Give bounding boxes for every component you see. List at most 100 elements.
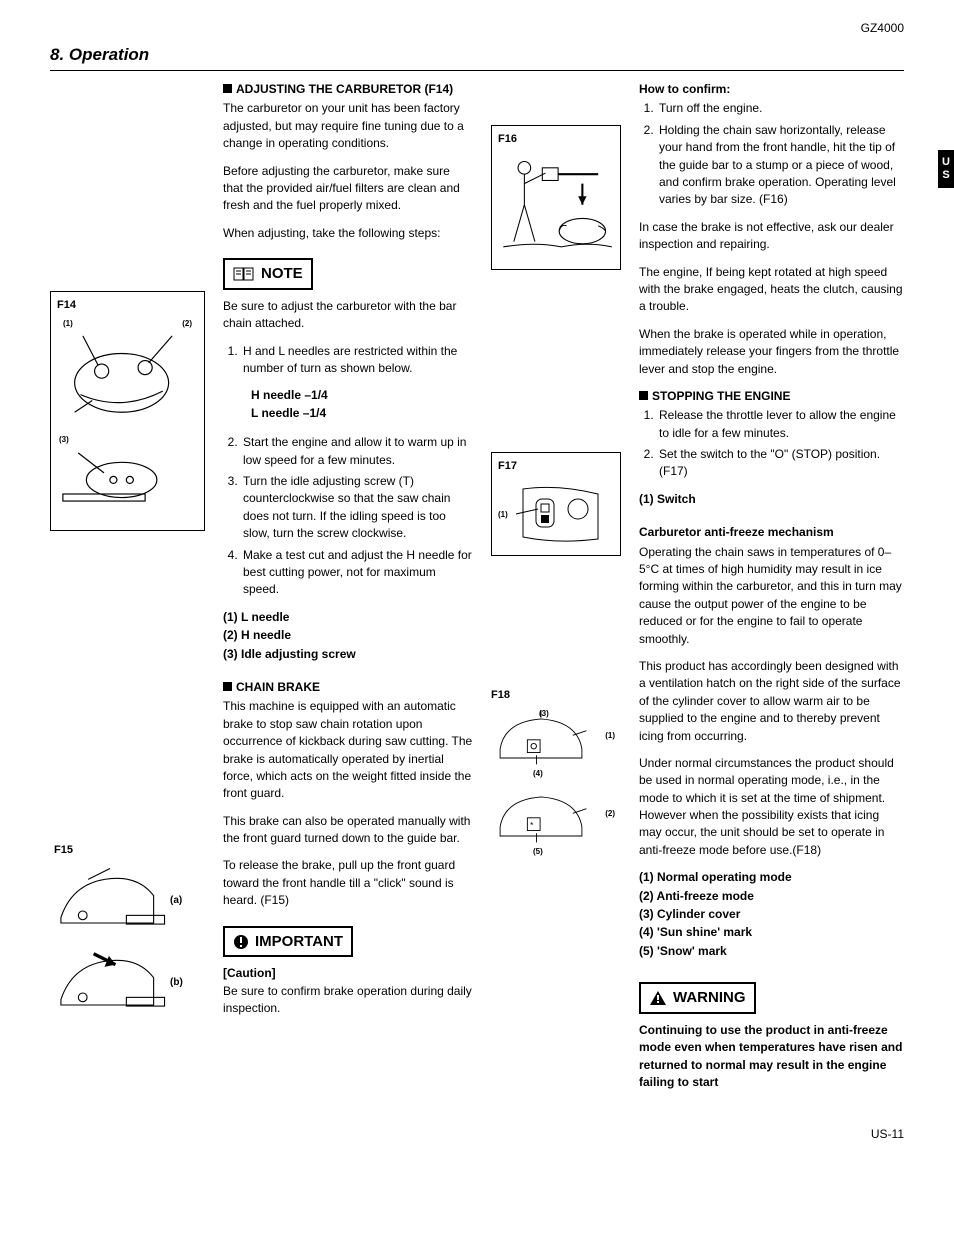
warning-text: Continuing to use the product in anti-fr… [639,1022,904,1092]
important-callout: IMPORTANT [223,926,353,958]
confirm-step-1: Turn off the engine. [657,100,904,117]
confirm-heading: How to confirm: [639,81,904,98]
warning-icon [649,990,667,1006]
anti-heading: Carburetor anti-freeze mechanism [639,524,904,541]
anti-legend-3: (3) Cylinder cover [639,906,904,923]
brake-p3: To release the brake, pull up the front … [223,857,473,909]
stop-heading: STOPPING THE ENGINE [639,388,904,405]
f18-annot-1: (1) [605,730,615,742]
f14-annot-3: (3) [59,435,69,444]
carb-p2: Before adjusting the carburetor, make su… [223,163,473,215]
figure-f15-label: F15 [50,843,205,859]
side-tab-bottom: S [942,169,950,182]
l-needle-spec: L needle –1/4 [251,405,473,422]
side-tab: U S [938,150,954,188]
carb-step-4: Make a test cut and adjust the H needle … [241,547,473,599]
left-figure-column: F14 (1) (2) (3) [50,81,205,1102]
f16-diagram-icon [498,152,614,257]
center-figure-column: F16 F17 (1) [491,81,621,1102]
carb-step-3: Turn the idle adjusting screw (T) counte… [241,473,473,543]
figure-f17-label: F17 [498,459,614,475]
f14-annot-1: (1) [63,318,73,330]
figure-f18-label: F18 [491,688,621,704]
confirm-p1: In case the brake is not effective, ask … [639,219,904,254]
anti-p1: Operating the chain saws in temperatures… [639,544,904,648]
confirm-p3: When the brake is operated while in oper… [639,326,904,378]
carb-step-2: Start the engine and allow it to warm up… [241,434,473,469]
caution-text: Be sure to confirm brake operation durin… [223,984,472,1015]
f18-annot-5: (5) [533,846,543,858]
carb-legend-1: (1) L needle [223,609,473,626]
note-label: NOTE [261,263,303,285]
figure-f15: F15 (a) (b) [50,843,205,1022]
stop-heading-text: STOPPING THE ENGINE [652,389,790,403]
important-icon [233,934,249,950]
right-text-column: How to confirm: Turn off the engine. Hol… [639,81,904,1102]
needle-spec: H needle –1/4 L needle –1/4 [251,387,473,422]
carb-p1: The carburetor on your unit has been fac… [223,100,473,152]
f15-diagram-b-icon [50,945,170,1021]
figure-f18: F18 (3) (1) (4) * [491,688,621,855]
section-title: 8. Operation [50,43,904,71]
figure-f14: F14 (1) (2) (3) [50,291,205,531]
brake-p2: This brake can also be operated manually… [223,813,473,848]
f18-annot-4: (4) [533,768,543,780]
figure-f17: F17 (1) [491,452,621,556]
anti-legend-4: (4) 'Sun shine' mark [639,924,904,941]
stop-legend-1: (1) Switch [639,491,904,508]
warning-callout: WARNING [639,982,756,1014]
stop-steps: Release the throttle lever to allow the … [639,407,904,481]
carb-steps: H and L needles are restricted within th… [223,343,473,378]
caution-head: [Caution] [223,966,276,980]
middle-text-column: ADJUSTING THE CARBURETOR (F14) The carbu… [223,81,473,1102]
figure-f16-label: F16 [498,132,614,148]
carb-step-1: H and L needles are restricted within th… [241,343,473,378]
brake-p1: This machine is equipped with an automat… [223,698,473,802]
f17-annot-1: (1) [498,479,508,549]
stop-step-2: Set the switch to the "O" (STOP) positio… [657,446,904,481]
carb-p3: When adjusting, take the following steps… [223,225,473,242]
confirm-p2: The engine, If being kept rotated at hig… [639,264,904,316]
anti-legend: (1) Normal operating mode (2) Anti-freez… [639,869,904,960]
f14-annot-2: (2) [182,318,192,330]
stop-legend: (1) Switch [639,491,904,508]
note-callout: NOTE [223,258,313,290]
f15-annot-b: (b) [170,976,183,991]
carb-legend: (1) L needle (2) H needle (3) Idle adjus… [223,609,473,663]
f17-diagram-icon [508,479,608,549]
important-label: IMPORTANT [255,931,343,953]
f14-diagram-icon [57,330,198,424]
confirm-step-2: Holding the chain saw horizontally, rele… [657,122,904,209]
confirm-steps: Turn off the engine. Holding the chain s… [639,100,904,208]
carb-steps-cont: Start the engine and allow it to warm up… [223,434,473,599]
f18-annot-2: (2) [605,808,615,820]
warning-label: WARNING [673,987,746,1009]
anti-p3: Under normal circumstances the product s… [639,755,904,859]
carb-legend-2: (2) H needle [223,627,473,644]
page-number: US-11 [50,1126,904,1143]
figure-f16: F16 [491,125,621,270]
brake-heading: CHAIN BRAKE [223,679,473,696]
f18-annot-3: (3) [539,708,549,720]
stop-step-1: Release the throttle lever to allow the … [657,407,904,442]
h-needle-spec: H needle –1/4 [251,387,473,404]
f15-diagram-a-icon [50,863,170,939]
page-columns: F14 (1) (2) (3) [50,81,904,1102]
f14-diagram2-icon [57,447,198,518]
note-text: Be sure to adjust the carburetor with th… [223,298,473,333]
f15-annot-a: (a) [170,894,182,909]
side-tab-top: U [942,156,950,169]
f18-diagram-2-icon: * [491,786,591,850]
anti-p2: This product has accordingly been design… [639,658,904,745]
anti-legend-5: (5) 'Snow' mark [639,943,904,960]
carb-legend-3: (3) Idle adjusting screw [223,646,473,663]
anti-legend-1: (1) Normal operating mode [639,869,904,886]
anti-legend-2: (2) Anti-freeze mode [639,888,904,905]
carb-heading-text: ADJUSTING THE CARBURETOR (F14) [236,82,453,96]
carb-heading: ADJUSTING THE CARBURETOR (F14) [223,81,473,98]
caution-block: [Caution] Be sure to confirm brake opera… [223,965,473,1017]
note-icon [233,266,255,282]
figure-f14-label: F14 [57,298,198,314]
svg-text:*: * [530,821,534,830]
brake-heading-text: CHAIN BRAKE [236,680,320,694]
